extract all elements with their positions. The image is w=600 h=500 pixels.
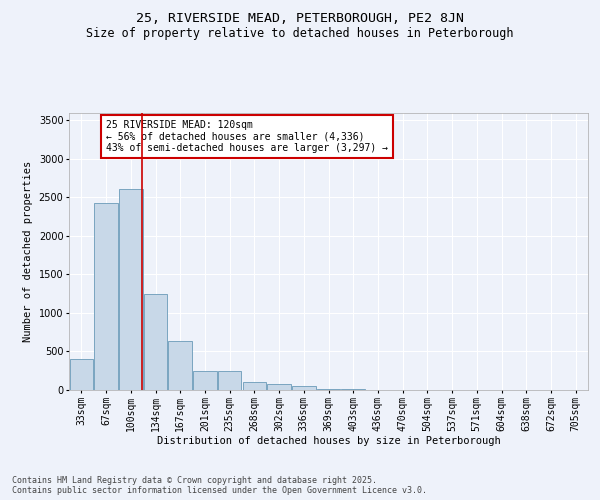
Bar xyxy=(242,382,266,390)
Bar xyxy=(317,389,340,390)
Bar xyxy=(119,189,143,390)
Text: 25, RIVERSIDE MEAD, PETERBOROUGH, PE2 8JN: 25, RIVERSIDE MEAD, PETERBOROUGH, PE2 8J… xyxy=(136,12,464,26)
X-axis label: Distribution of detached houses by size in Peterborough: Distribution of detached houses by size … xyxy=(157,436,500,446)
Bar xyxy=(268,384,291,390)
Text: Size of property relative to detached houses in Peterborough: Size of property relative to detached ho… xyxy=(86,28,514,40)
Bar xyxy=(193,370,217,390)
Bar xyxy=(144,294,167,390)
Bar xyxy=(169,342,192,390)
Bar xyxy=(70,359,93,390)
Y-axis label: Number of detached properties: Number of detached properties xyxy=(23,160,33,342)
Bar xyxy=(218,370,241,390)
Text: 25 RIVERSIDE MEAD: 120sqm
← 56% of detached houses are smaller (4,336)
43% of se: 25 RIVERSIDE MEAD: 120sqm ← 56% of detac… xyxy=(106,120,388,154)
Text: Contains HM Land Registry data © Crown copyright and database right 2025.
Contai: Contains HM Land Registry data © Crown c… xyxy=(12,476,427,495)
Bar xyxy=(94,204,118,390)
Bar xyxy=(341,389,365,390)
Bar xyxy=(292,386,316,390)
